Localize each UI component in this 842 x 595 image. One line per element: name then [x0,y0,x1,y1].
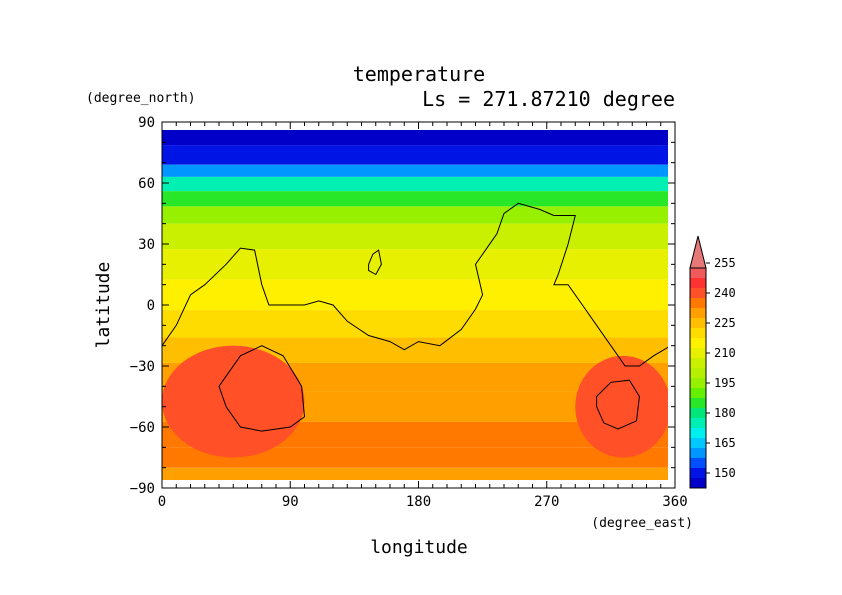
colorbar-segment [690,408,706,418]
colorbar-segment [690,358,706,368]
colorbar-segment [690,418,706,428]
colorbar-tick-label: 240 [714,286,736,300]
colorbar-segment [690,338,706,348]
colorbar-segment [690,478,706,488]
colorbar-segment [690,438,706,448]
colorbar-frame [689,267,707,489]
temperature-band [162,206,668,224]
colorbar-extension-triangle [689,235,707,269]
y-tick-label: 0 [147,298,155,314]
contour-line [218,345,306,432]
y-tick-label: 30 [138,237,155,253]
contour-lines [162,202,668,432]
warm-region-west [162,345,305,458]
y-tick-label: −90 [130,481,155,497]
colorbar-segment [690,278,706,288]
colorbar-segment [690,348,706,358]
colorbar-segment [690,288,706,298]
temperature-band [162,130,668,146]
x-axis-label: longitude [370,537,468,558]
colorbar-segment [690,328,706,338]
warm-region-east [575,355,668,458]
colorbar-segment [690,298,706,308]
temperature-band [162,310,668,338]
y-axis-label: latitude [93,262,114,349]
y-tick-label: 90 [138,115,155,131]
x-tick-label: 90 [282,494,299,510]
colorbar-segment [690,308,706,318]
y-tick-label: −30 [130,359,155,375]
temperature-band [162,279,668,311]
temperature-band [162,467,668,480]
y-tick-label: −60 [130,420,155,436]
y-axis-unit: (degree_north) [86,91,196,106]
x-axis-unit: (degree_east) [591,516,693,531]
x-tick-label: 360 [662,494,687,510]
colorbar-tick-label: 165 [714,436,736,450]
temperature-field [162,130,668,480]
contour-line [162,202,668,367]
temperature-band [162,176,668,192]
colorbar-tick-label: 225 [714,316,736,330]
contour-line [368,249,382,276]
x-tick-label: 180 [406,494,431,510]
colorbar-segment [690,428,706,438]
colorbar: 150 165 180 195 210 225 240 255 [689,235,736,489]
colorbar-tick-label: 180 [714,406,736,420]
axes: 0 90 180 270 360 −90 −60 −30 0 30 60 90 [130,115,688,510]
colorbar-segment [690,368,706,378]
temperature-band [162,164,668,177]
colorbar-segment [690,318,706,328]
temperature-band [162,191,668,207]
temperature-band [162,447,668,468]
chart-subtitle: Ls = 271.87210 degree [422,87,675,111]
y-tick-label: 60 [138,176,155,192]
colorbar-tick-label: 255 [714,256,736,270]
temperature-band [162,145,668,165]
contour-line [596,379,640,430]
colorbar-segment [690,378,706,388]
colorbar-segment [690,448,706,458]
colorbar-segment [690,468,706,478]
temperature-band [162,249,668,280]
temperature-band [162,223,668,250]
colorbar-segment [690,388,706,398]
colorbar-segment [690,398,706,408]
colorbar-segment [690,458,706,468]
x-tick-label: 270 [534,494,559,510]
colorbar-tick-label: 195 [714,376,736,390]
x-tick-label: 0 [158,494,166,510]
chart-title: temperature [353,62,485,86]
colorbar-segment [690,268,706,278]
colorbar-tick-label: 150 [714,466,736,480]
colorbar-tick-label: 210 [714,346,736,360]
